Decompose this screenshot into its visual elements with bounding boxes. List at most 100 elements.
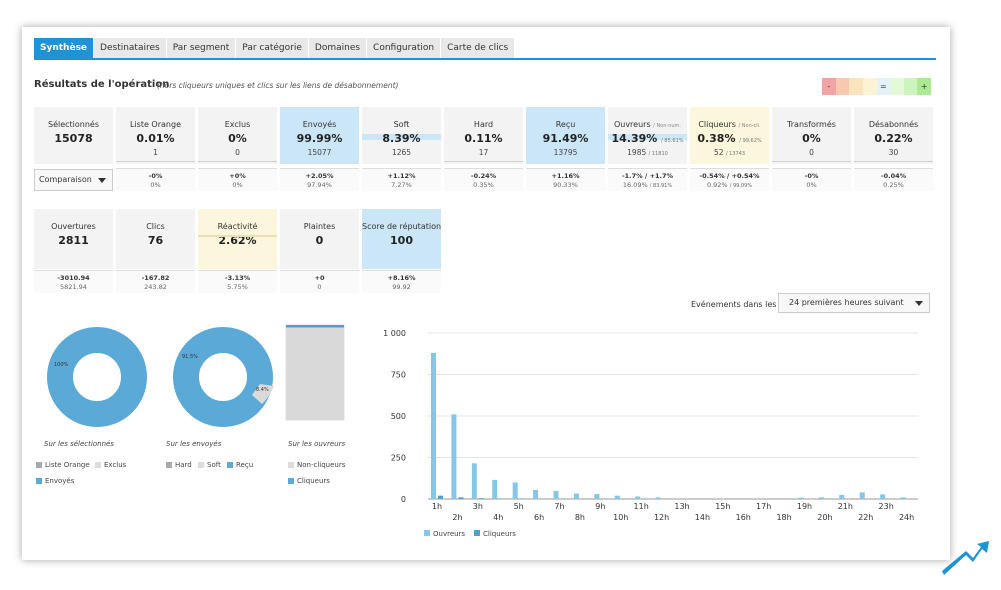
metric-reactivite: Réactivité 2.62%	[198, 209, 277, 269]
x-tick-label: 3h	[473, 502, 483, 511]
metric-exclus: Exclus 0% 0	[198, 107, 277, 164]
section-title: Résultats de l'opération	[34, 79, 170, 90]
tab-par-categorie[interactable]: Par catégorie	[236, 38, 309, 58]
y-tick-label: 250	[391, 454, 406, 463]
bar-cliqueurs-3h	[478, 498, 484, 499]
bar-ouvreurs-2h	[451, 414, 457, 499]
comparison-envoyes: +2.05% 97.94%	[280, 168, 359, 191]
x-tick-label: 23h	[879, 502, 894, 511]
x-tick-label: 21h	[838, 502, 853, 511]
section-subtitle: (hors cliqueurs uniques et clics sur les…	[157, 81, 399, 90]
x-tick-label: 14h	[695, 513, 710, 522]
x-tick-label: 10h	[613, 513, 628, 522]
legend-hard: Hard	[166, 461, 192, 469]
tab-bar: Synthèse Destinataires Par segment Par c…	[34, 38, 516, 58]
comparison-exclus: +0% 0%	[198, 168, 277, 191]
bar-ouvreurs-24h	[900, 497, 906, 499]
legend-exclus: Exclus	[95, 461, 126, 469]
comparison-hard: -0.24% 0.35%	[444, 168, 523, 191]
x-tick-label: 24h	[899, 513, 914, 522]
comparison-plaintes: +0 0	[280, 270, 359, 293]
x-tick-label: 12h	[654, 513, 669, 522]
donut-slice-soft	[252, 384, 274, 404]
legend-recu: Reçu	[227, 461, 253, 469]
x-tick-label: 22h	[858, 513, 873, 522]
donut-label-small: 8.4%	[256, 387, 269, 393]
comparison-desabonnes: -0.04% 0.25%	[854, 168, 933, 191]
x-tick-label: 17h	[756, 502, 771, 511]
bar-ouvreurs-7h	[553, 491, 559, 499]
x-tick-label: 8h	[575, 513, 585, 522]
donut2-caption: Sur les envoyés	[166, 440, 222, 448]
tab-configuration[interactable]: Configuration	[367, 38, 442, 58]
comparison-score: +8.16% 99.92	[362, 270, 441, 293]
y-tick-label: 1 000	[383, 329, 406, 338]
metric-liste-orange: Liste Orange 0.01% 1	[116, 107, 195, 164]
events-label: Evénements dans les	[691, 300, 777, 309]
metric-transformes: Transformés 0% 0	[772, 107, 851, 164]
donut1-caption: Sur les sélectionnés	[44, 440, 114, 448]
tab-par-segment[interactable]: Par segment	[166, 38, 237, 58]
x-tick-label: 19h	[797, 502, 812, 511]
legend-swatch-ouvreurs	[424, 530, 430, 536]
comparison-liste-orange: -0% 0%	[116, 168, 195, 191]
stacked-bar-ouvreurs	[285, 324, 345, 421]
x-tick-label: 18h	[776, 513, 791, 522]
bar-ouvreurs-19h	[798, 497, 804, 499]
donut-chart-selectionnes: 100%	[47, 327, 147, 427]
x-tick-label: 11h	[634, 502, 649, 511]
scale-minus: -	[822, 78, 836, 95]
stack-segment-non-cliqueurs	[286, 327, 344, 420]
x-tick-label: 15h	[715, 502, 730, 511]
metric-soft: Soft 8.39% 1265	[362, 107, 441, 164]
x-tick-label: 16h	[736, 513, 751, 522]
events-bar-chart: 0 250 500 750 1 000 1h 2h 3h 4h 5h 6h 7h 8h 9h 10h 11h 1…	[383, 329, 918, 538]
bar-ouvreurs-9h	[594, 494, 600, 499]
scale-equal: =	[876, 78, 891, 95]
legend-swatch-cliqueurs	[474, 530, 480, 536]
comparison-recu: +1.16% 90.33%	[526, 168, 605, 191]
donut-label: 100%	[54, 362, 69, 368]
legend-non-cliqueurs: Non-cliqueurs	[288, 461, 345, 469]
tab-domaines[interactable]: Domaines	[308, 38, 368, 58]
legend-label-ouvreurs: Ouvreurs	[433, 530, 465, 538]
chevron-down-icon	[98, 178, 106, 183]
tab-synthese[interactable]: Synthèse	[34, 38, 95, 58]
x-tick-label: 2h	[452, 513, 462, 522]
legend-label-cliqueurs: Cliqueurs	[483, 530, 516, 538]
comparison-soft: +1.12% 7.27%	[362, 168, 441, 191]
tab-destinataires[interactable]: Destinataires	[94, 38, 167, 58]
comparison-select[interactable]: Comparaison	[34, 169, 113, 191]
report-panel: Synthèse Destinataires Par segment Par c…	[22, 27, 950, 560]
scale-plus: +	[917, 78, 931, 95]
legend-soft: Soft	[198, 461, 221, 469]
bar-ouvreurs-22h	[859, 492, 865, 499]
bar-ouvreurs-5h	[512, 482, 518, 499]
metric-clics: Clics 76	[116, 209, 195, 269]
arrow-icon	[942, 541, 989, 575]
events-period-select[interactable]: 24 premières heures suivant	[778, 293, 930, 313]
color-scale-legend: - = +	[822, 78, 931, 95]
metric-envoyes: Envoyés 99.99% 15077	[280, 107, 359, 164]
bar-ouvreurs-1h	[431, 352, 436, 499]
bar-ouvreurs-12h	[655, 497, 661, 499]
x-tick-label: 5h	[514, 502, 524, 511]
bar-ouvreurs-8h	[573, 493, 579, 499]
tab-carte-de-clics[interactable]: Carte de clics	[441, 38, 516, 58]
comparison-transformes: -0% 0%	[772, 168, 851, 191]
donut-slice-envoyes	[47, 327, 147, 427]
bar-ouvreurs-21h	[839, 494, 845, 499]
x-tick-label: 7h	[554, 502, 564, 511]
legend-liste-orange: Liste Orange	[36, 461, 90, 469]
bar-cliqueurs-2h	[458, 497, 464, 499]
metric-hard: Hard 0.11% 17	[444, 107, 523, 164]
bar-ouvreurs-4h	[492, 479, 498, 499]
metric-plaintes: Plaintes 0	[280, 209, 359, 269]
bar-ouvreurs-20h	[818, 497, 824, 499]
metric-score-reputation: Score de réputation 100	[362, 209, 441, 269]
x-tick-label: 1h	[432, 502, 442, 511]
metric-ouvreurs: Ouvreurs / Non-num. 14.39% / 85.61% 1985…	[608, 107, 687, 164]
y-tick-label: 0	[401, 495, 406, 504]
donut-slice-recu	[173, 327, 273, 427]
donut-label-main: 91.5%	[182, 354, 198, 360]
